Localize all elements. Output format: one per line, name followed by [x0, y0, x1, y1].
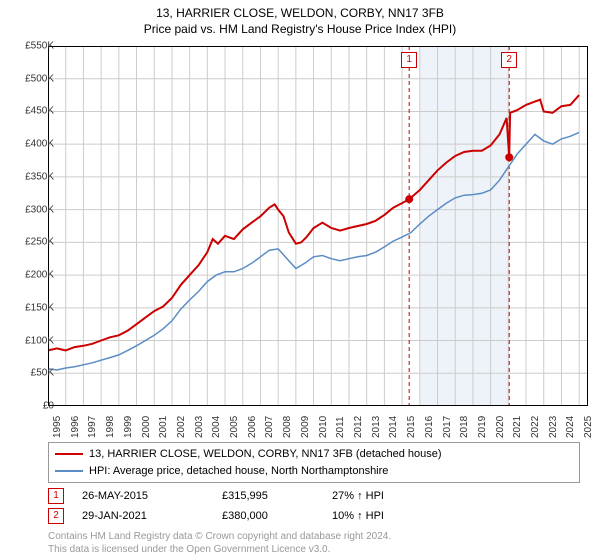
xtick-label: 2002: [176, 416, 187, 438]
xtick-label: 2011: [335, 416, 346, 438]
ytick-label: £200K: [6, 270, 54, 281]
chart-container: 13, HARRIER CLOSE, WELDON, CORBY, NN17 3…: [0, 0, 600, 560]
sale-date-1: 26-MAY-2015: [82, 490, 222, 502]
sale-price-1: £315,995: [222, 490, 332, 502]
xtick-label: 2025: [583, 416, 594, 438]
legend-label-1: 13, HARRIER CLOSE, WELDON, CORBY, NN17 3…: [89, 446, 442, 463]
chart-area: [48, 46, 588, 406]
title-line-1: 13, HARRIER CLOSE, WELDON, CORBY, NN17 3…: [0, 6, 600, 22]
ytick-label: £50K: [6, 368, 54, 379]
sale-diff-2: 10% ↑ HPI: [332, 510, 452, 522]
xtick-label: 2015: [406, 416, 417, 438]
xtick-label: 2005: [229, 416, 240, 438]
sale-diff-1: 27% ↑ HPI: [332, 490, 452, 502]
sale-rows: 1 26-MAY-2015 £315,995 27% ↑ HPI 2 29-JA…: [48, 486, 580, 526]
legend-row-2: HPI: Average price, detached house, Nort…: [55, 463, 573, 480]
xtick-label: 2019: [477, 416, 488, 438]
ytick-label: £400K: [6, 139, 54, 150]
callout-marker: 2: [501, 52, 517, 68]
xtick-label: 2018: [459, 416, 470, 438]
xtick-label: 2004: [211, 416, 222, 438]
sale-marker-1: 1: [48, 488, 64, 504]
legend-row-1: 13, HARRIER CLOSE, WELDON, CORBY, NN17 3…: [55, 446, 573, 463]
ytick-label: £550K: [6, 41, 54, 52]
xtick-label: 2003: [194, 416, 205, 438]
ytick-label: £350K: [6, 171, 54, 182]
footer-line-2: This data is licensed under the Open Gov…: [48, 543, 580, 556]
title-line-2: Price paid vs. HM Land Registry's House …: [0, 22, 600, 38]
xtick-label: 2023: [548, 416, 559, 438]
xtick-label: 2009: [300, 416, 311, 438]
ytick-label: £250K: [6, 237, 54, 248]
sale-date-2: 29-JAN-2021: [82, 510, 222, 522]
sale-row-2: 2 29-JAN-2021 £380,000 10% ↑ HPI: [48, 506, 580, 526]
xtick-label: 2006: [247, 416, 258, 438]
legend-swatch-hpi: [55, 470, 83, 472]
ytick-label: £150K: [6, 302, 54, 313]
title-block: 13, HARRIER CLOSE, WELDON, CORBY, NN17 3…: [0, 0, 600, 37]
ytick-label: £100K: [6, 335, 54, 346]
xtick-label: 2024: [565, 416, 576, 438]
xtick-label: 1996: [70, 416, 81, 438]
xtick-label: 2012: [353, 416, 364, 438]
xtick-label: 1997: [87, 416, 98, 438]
footer-note: Contains HM Land Registry data © Crown c…: [48, 530, 580, 556]
xtick-label: 2008: [282, 416, 293, 438]
legend-box: 13, HARRIER CLOSE, WELDON, CORBY, NN17 3…: [48, 442, 580, 483]
callout-marker: 1: [401, 52, 417, 68]
xtick-label: 2017: [442, 416, 453, 438]
xtick-label: 2013: [371, 416, 382, 438]
ytick-label: £0: [6, 401, 54, 412]
xtick-label: 2016: [424, 416, 435, 438]
xtick-label: 2020: [495, 416, 506, 438]
ytick-label: £500K: [6, 73, 54, 84]
sale-row-1: 1 26-MAY-2015 £315,995 27% ↑ HPI: [48, 486, 580, 506]
ytick-label: £300K: [6, 204, 54, 215]
xtick-label: 2001: [158, 416, 169, 438]
xtick-label: 1999: [123, 416, 134, 438]
legend-swatch-price: [55, 453, 83, 455]
xtick-label: 1995: [52, 416, 63, 438]
xtick-label: 2014: [388, 416, 399, 438]
ytick-label: £450K: [6, 106, 54, 117]
xtick-label: 1998: [105, 416, 116, 438]
sale-price-2: £380,000: [222, 510, 332, 522]
sale-marker-2: 2: [48, 508, 64, 524]
xtick-label: 2022: [530, 416, 541, 438]
xtick-label: 2007: [264, 416, 275, 438]
chart-svg: [48, 46, 588, 406]
footer-line-1: Contains HM Land Registry data © Crown c…: [48, 530, 580, 543]
xtick-label: 2010: [318, 416, 329, 438]
legend-label-2: HPI: Average price, detached house, Nort…: [89, 463, 388, 480]
xtick-label: 2021: [512, 416, 523, 438]
xtick-label: 2000: [141, 416, 152, 438]
